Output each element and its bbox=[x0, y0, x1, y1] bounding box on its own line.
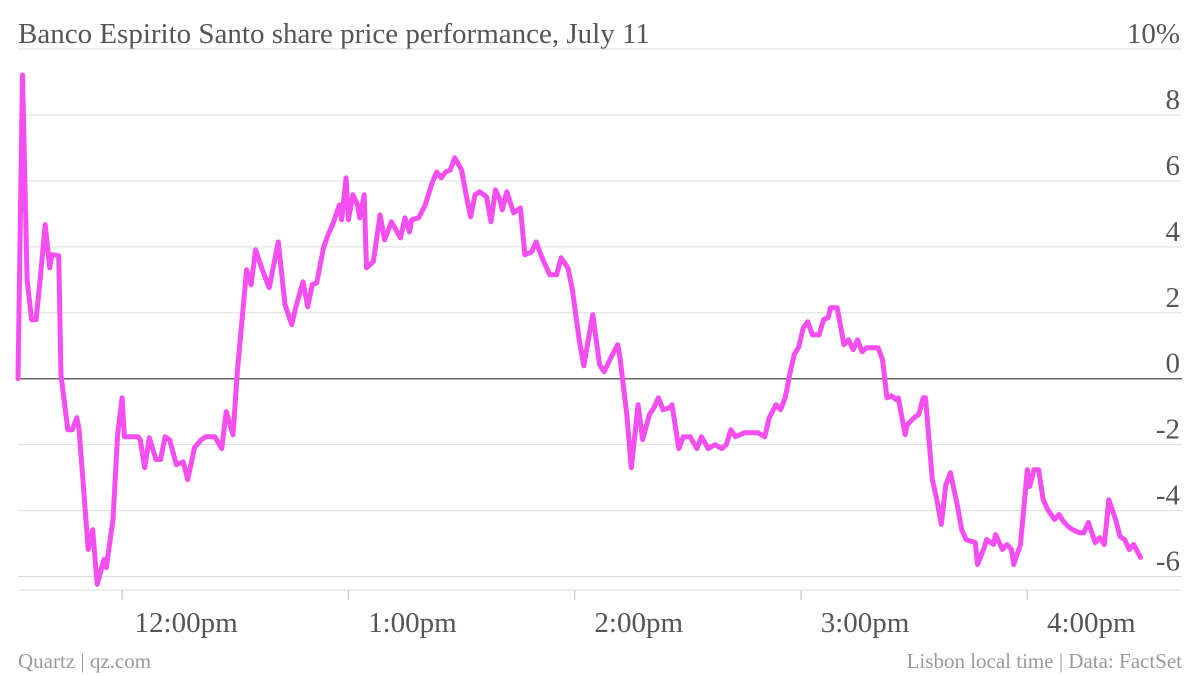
source-note: Lisbon local time | Data: FactSet bbox=[907, 649, 1183, 673]
y-tick-label: 8 bbox=[1166, 84, 1181, 116]
y-tick-label: 2 bbox=[1166, 282, 1181, 314]
x-tick-label: 1:00pm bbox=[368, 607, 457, 639]
y-tick-label: -6 bbox=[1156, 546, 1180, 578]
y-tick-label: -4 bbox=[1156, 480, 1181, 512]
y-tick-label: 6 bbox=[1166, 150, 1181, 182]
x-tick-label: 3:00pm bbox=[821, 607, 910, 639]
y-tick-label: 10% bbox=[1127, 18, 1180, 50]
price-line bbox=[15, 72, 1143, 587]
credit: Quartz | qz.com bbox=[18, 649, 151, 673]
y-tick-label: 0 bbox=[1166, 348, 1181, 380]
chart-title: Banco Espirito Santo share price perform… bbox=[18, 18, 650, 50]
x-tick-label: 4:00pm bbox=[1047, 607, 1136, 639]
x-tick-label: 2:00pm bbox=[594, 607, 683, 639]
x-tick-label: 12:00pm bbox=[135, 607, 239, 639]
y-tick-label: -2 bbox=[1156, 414, 1180, 446]
y-tick-label: 4 bbox=[1166, 216, 1181, 248]
